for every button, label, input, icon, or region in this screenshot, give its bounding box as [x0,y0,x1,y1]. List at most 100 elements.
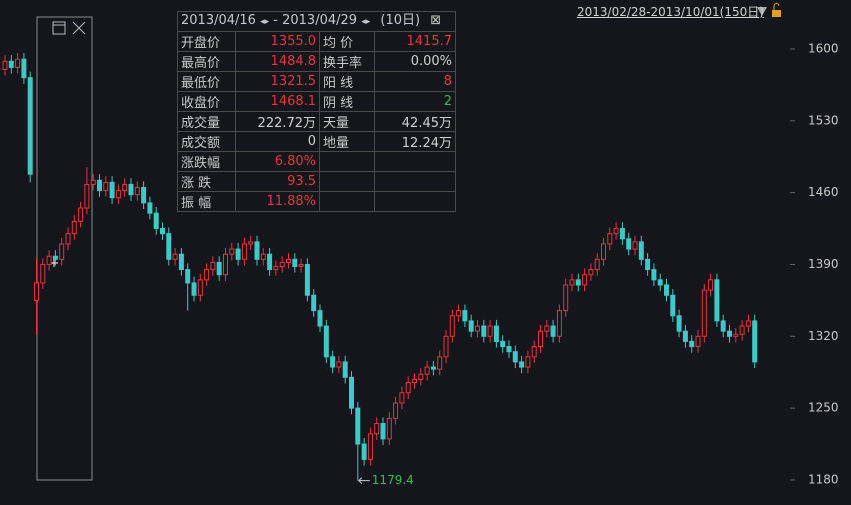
candle-body [122,183,128,192]
candle-body [361,443,367,460]
candle-body [267,253,273,271]
candle-body [279,261,285,268]
close-box[interactable]: ⊠ [430,13,442,28]
candle-body [626,238,632,250]
stat-label: 收盘价 [176,91,237,112]
candle-body [670,294,676,317]
candle-body [632,241,638,250]
candle-body [40,263,46,284]
lock-icon[interactable] [772,10,781,17]
stat-value [373,171,456,192]
stats-table: 开盘价 1355.0 均 价 1415.7 最高价 1484.8 换手率 0.00% 最低价 13… [176,11,456,212]
candle-body [248,241,254,245]
candle-body [468,320,474,332]
candle-body [601,243,606,260]
candle-body [292,258,298,268]
stat-value: 1468.1 [235,91,321,112]
candle-body [34,282,39,301]
stat-value [373,191,456,212]
candle-body [745,320,751,327]
candle-body [430,366,436,370]
arrows[interactable]: ◂▸ [260,17,270,27]
candle-body [21,58,27,79]
candle-body [657,279,663,286]
close-icon[interactable] [72,21,86,35]
stat-label: 涨跌幅 [176,151,237,172]
candle-body [78,207,84,222]
candle-body [613,228,619,235]
candle-body [342,361,348,378]
stat-label [319,151,375,172]
candle-body [544,325,550,332]
candle-body [223,253,228,276]
candle-body [128,183,134,196]
candle-body [733,333,739,337]
candle-body [500,340,506,348]
candle-body [449,315,455,337]
stat-label: 涨 跌 [176,171,237,192]
annotation-arrow [358,477,370,484]
candle-body [109,181,115,199]
candle-body [97,179,102,192]
candle-body [386,417,392,440]
candle-body [141,186,147,204]
candle-body [739,325,745,335]
candle-body [456,310,462,317]
candle-body [2,60,8,70]
stat-value: 93.5 [235,171,321,192]
sep: - [273,13,278,28]
days: (10日) [380,13,421,28]
maximize-icon[interactable] [52,21,66,35]
candle-body [52,255,58,260]
candle-body [695,335,701,348]
arrows[interactable]: ◂▸ [361,17,371,27]
candle-body [172,253,178,260]
low-annotation: 1179.4 [372,473,414,487]
stat-value: 1415.7 [373,31,456,52]
candle-body [720,320,726,332]
candle-body [462,310,468,322]
candle-body [714,279,720,322]
candle-body [645,258,651,271]
stat-label: 最低价 [176,71,237,92]
stat-label: 振 幅 [176,191,237,212]
candle-body [569,279,575,286]
y-tick-label: 1250 [808,401,839,415]
candle-body [380,423,386,440]
y-tick-label: 1460 [808,185,839,199]
stat-value: 1355.0 [235,31,321,52]
candle-body [701,289,707,337]
candle-body [241,243,247,260]
candle-body [311,294,317,312]
end-date: 2013/04/29 [282,13,358,28]
lock-icon [773,3,780,10]
candle-body [216,261,222,276]
stat-label: 成交量 [176,111,237,132]
candle-body [531,346,537,358]
candle-body [59,243,65,260]
candle-body [393,402,399,419]
candle-body [443,335,449,358]
dropdown-icon[interactable] [757,7,767,16]
candle-body [374,423,380,435]
stat-label [319,171,375,192]
stat-label [319,191,375,212]
stat-value: 12.24万 [373,131,456,152]
candle-body [330,356,336,368]
candle-body [355,407,361,445]
stat-value: 0.00% [373,51,456,72]
candle-body [405,381,411,394]
y-tick-label: 1180 [808,472,839,486]
candle-body [607,233,613,245]
candle-body [304,263,310,296]
candle-body [727,330,732,337]
date-range[interactable]: 2013/02/28-2013/10/01(150日) [577,5,764,19]
candle-body [15,58,21,68]
candle-body [664,284,669,296]
candle-body [65,233,71,245]
candle-body [424,366,430,375]
candle-body [556,310,562,337]
candle-body [27,77,33,175]
stat-label: 阴 线 [319,91,375,112]
